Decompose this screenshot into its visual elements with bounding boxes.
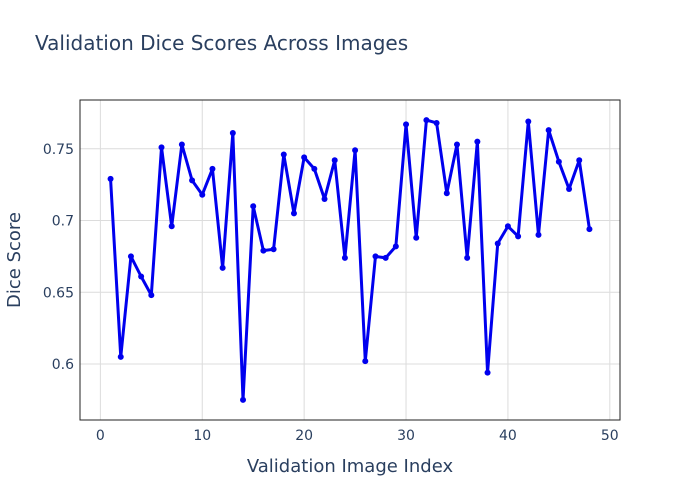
data-point bbox=[443, 190, 450, 197]
y-tick-label: 0.75 bbox=[43, 142, 74, 158]
data-point bbox=[117, 353, 124, 360]
data-point bbox=[127, 253, 134, 260]
data-point bbox=[280, 151, 287, 158]
data-point bbox=[158, 144, 165, 151]
data-point bbox=[504, 223, 511, 230]
data-point bbox=[341, 254, 348, 261]
tick-labels: 0 10 20 30 40 50 0.6 0.65 0.7 0.75 bbox=[43, 142, 619, 444]
data-point bbox=[494, 240, 501, 247]
data-point bbox=[301, 154, 308, 161]
series-line bbox=[109, 118, 591, 402]
data-point bbox=[423, 117, 430, 124]
data-point bbox=[148, 292, 155, 299]
data-point bbox=[199, 191, 206, 198]
data-point bbox=[362, 358, 369, 365]
data-layer bbox=[107, 117, 593, 403]
x-tick-label: 10 bbox=[193, 428, 211, 444]
data-point bbox=[290, 210, 297, 217]
data-point bbox=[464, 254, 471, 261]
data-point bbox=[219, 264, 226, 271]
data-point bbox=[250, 203, 257, 210]
data-point bbox=[270, 246, 277, 253]
x-tick-label: 40 bbox=[499, 428, 517, 444]
data-point bbox=[178, 141, 185, 148]
data-point bbox=[229, 130, 236, 137]
y-tick-label: 0.7 bbox=[52, 214, 74, 230]
chart-title: Validation Dice Scores Across Images bbox=[35, 31, 408, 55]
data-point bbox=[545, 127, 552, 134]
y-axis-label: Dice Score bbox=[4, 212, 25, 308]
x-tick-label: 20 bbox=[295, 428, 313, 444]
data-point bbox=[515, 233, 522, 240]
data-point bbox=[535, 231, 542, 238]
data-point bbox=[107, 175, 114, 182]
data-point bbox=[352, 147, 359, 154]
data-point bbox=[453, 141, 460, 148]
y-tick-label: 0.6 bbox=[52, 357, 74, 373]
data-point bbox=[209, 165, 216, 172]
data-point bbox=[413, 234, 420, 241]
data-point bbox=[321, 196, 328, 203]
data-point bbox=[484, 369, 491, 376]
data-point bbox=[372, 253, 379, 260]
data-point bbox=[382, 254, 389, 261]
data-point bbox=[576, 157, 583, 164]
x-axis-label: Validation Image Index bbox=[247, 456, 454, 477]
data-point bbox=[168, 223, 175, 230]
data-point bbox=[525, 118, 532, 125]
data-point bbox=[403, 121, 410, 128]
plot-area bbox=[79, 99, 621, 421]
x-tick-label: 0 bbox=[96, 428, 105, 444]
y-tick-label: 0.65 bbox=[43, 285, 74, 301]
data-point bbox=[189, 177, 196, 184]
data-point bbox=[392, 243, 399, 250]
data-point bbox=[566, 185, 573, 192]
x-tick-label: 30 bbox=[397, 428, 415, 444]
data-point bbox=[555, 158, 562, 165]
data-point bbox=[474, 138, 481, 145]
data-point bbox=[311, 165, 318, 172]
x-tick-label: 50 bbox=[601, 428, 619, 444]
data-point bbox=[138, 273, 145, 280]
data-point bbox=[433, 119, 440, 126]
data-point bbox=[260, 247, 267, 254]
data-point bbox=[586, 226, 593, 233]
data-point bbox=[331, 157, 338, 164]
data-point bbox=[240, 396, 247, 403]
